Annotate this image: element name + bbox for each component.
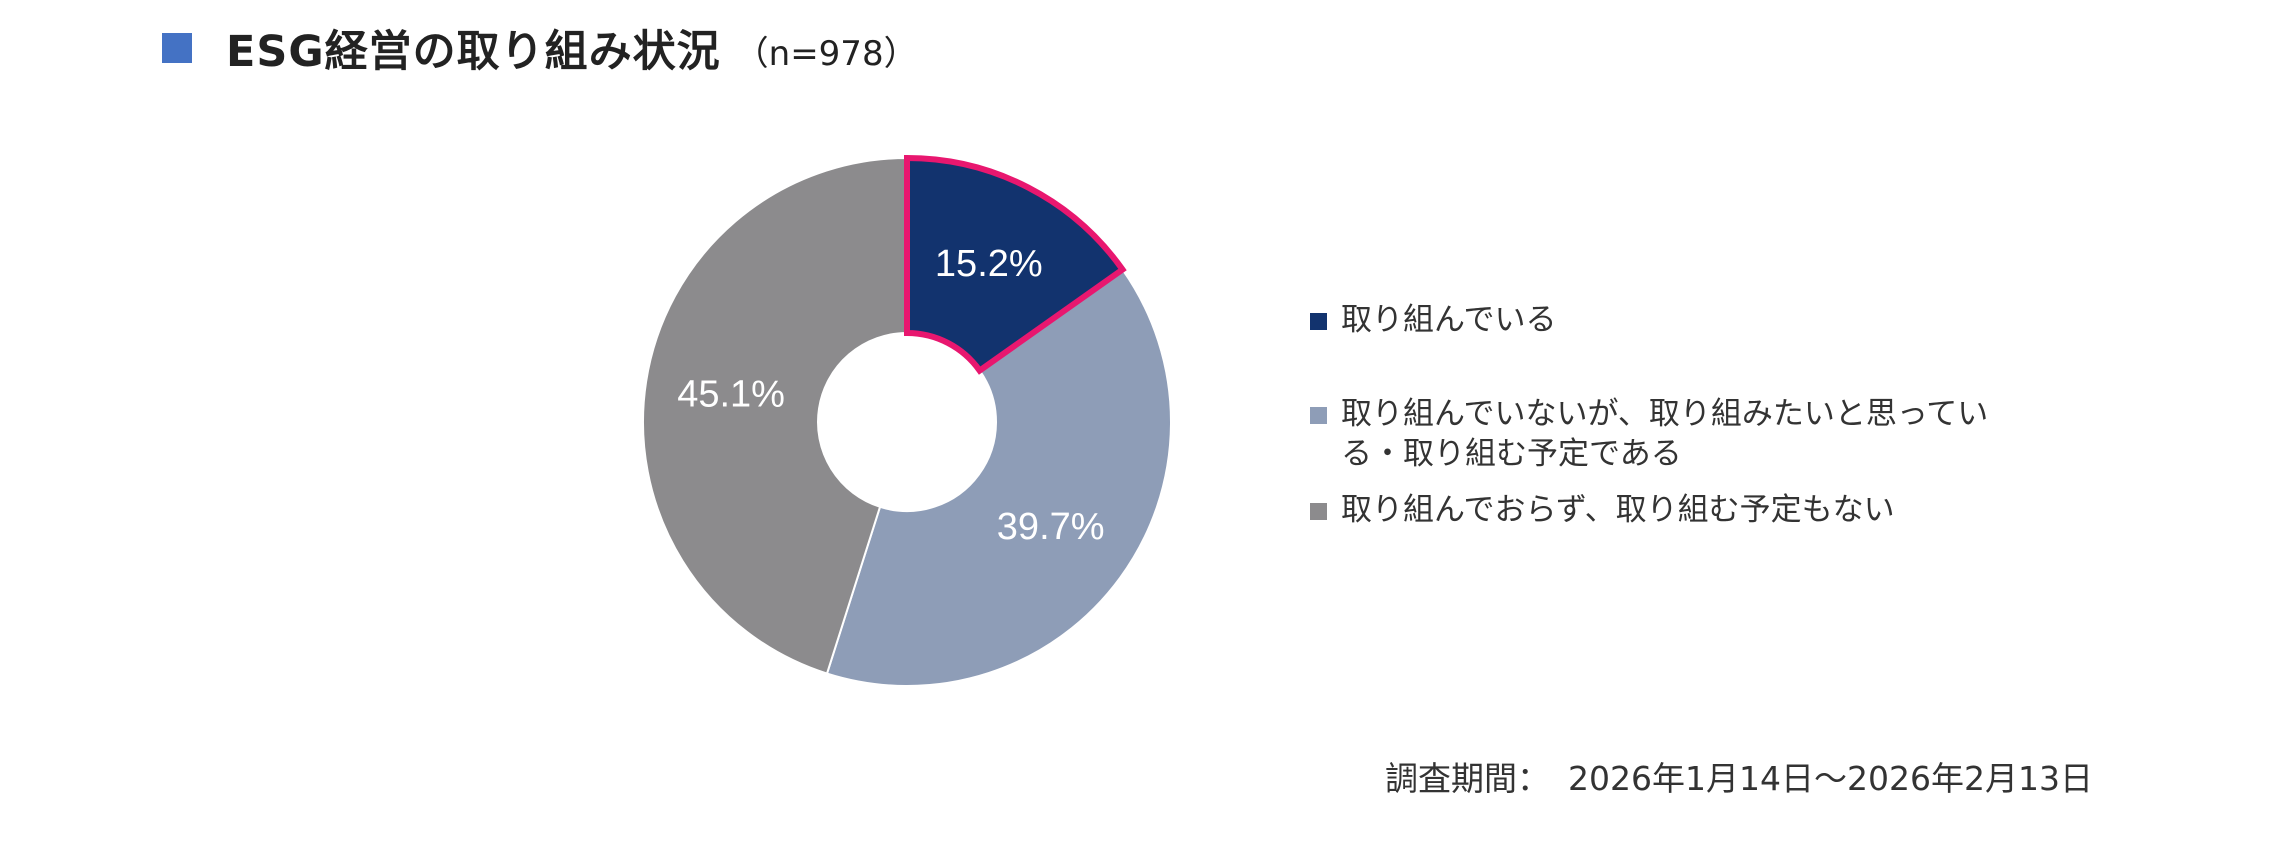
slice-label-planned: 39.7% bbox=[997, 506, 1105, 548]
legend-item-active: 取り組んでいる bbox=[1310, 300, 2021, 340]
legend-item-planned: 取り組んでいないが、取り組みたいと思っている・取り組む予定である bbox=[1310, 394, 2021, 474]
legend-label: 取り組んでいないが、取り組みたいと思っている・取り組む予定である bbox=[1341, 396, 1989, 472]
legend-swatch-icon bbox=[1310, 407, 1327, 424]
slice-label-active: 15.2% bbox=[935, 243, 1043, 285]
legend-label: 取り組んでいる bbox=[1341, 302, 1557, 338]
legend-swatch-icon bbox=[1310, 313, 1327, 330]
chart-title-row: ESG経営の取り組み状況 （n=978） bbox=[162, 18, 918, 78]
legend-item-none: 取り組んでおらず、取り組む予定もない bbox=[1310, 490, 2021, 530]
survey-period-value: 2026年1月14日～2026年2月13日 bbox=[1568, 759, 2093, 798]
sample-size: （n=978） bbox=[734, 33, 918, 74]
survey-period: 調査期間： 2026年1月14日～2026年2月13日 bbox=[1385, 752, 2093, 800]
slice-none bbox=[641, 156, 908, 675]
slice-label-none: 45.1% bbox=[677, 374, 785, 416]
legend-swatch-icon bbox=[1310, 503, 1327, 520]
legend-label: 取り組んでおらず、取り組む予定もない bbox=[1341, 492, 1895, 528]
slice-planned bbox=[825, 268, 1172, 687]
survey-period-label: 調査期間： bbox=[1385, 759, 1550, 798]
title-square-icon bbox=[162, 33, 192, 63]
chart-title: ESG経営の取り組み状況 bbox=[226, 27, 721, 77]
slice-active bbox=[904, 154, 1127, 375]
